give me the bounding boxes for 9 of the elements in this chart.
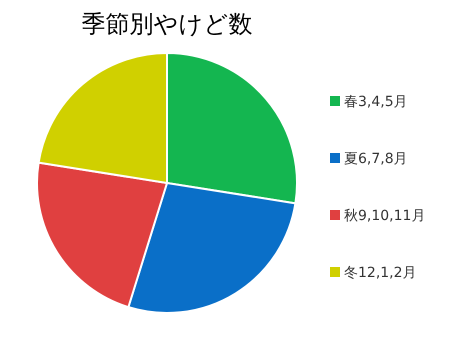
legend-label: 秋9,10,11月 xyxy=(344,208,426,224)
pie-slice xyxy=(127,182,296,314)
pie-slice xyxy=(36,162,168,308)
legend-label: 夏6,7,8月 xyxy=(344,151,408,167)
legend-label: 冬12,1,2月 xyxy=(344,265,417,281)
legend-label: 春3,4,5月 xyxy=(344,94,408,110)
pie-slice xyxy=(166,52,298,204)
pie-slice xyxy=(38,52,168,184)
chart-title: 季節別やけど数 xyxy=(82,10,252,38)
